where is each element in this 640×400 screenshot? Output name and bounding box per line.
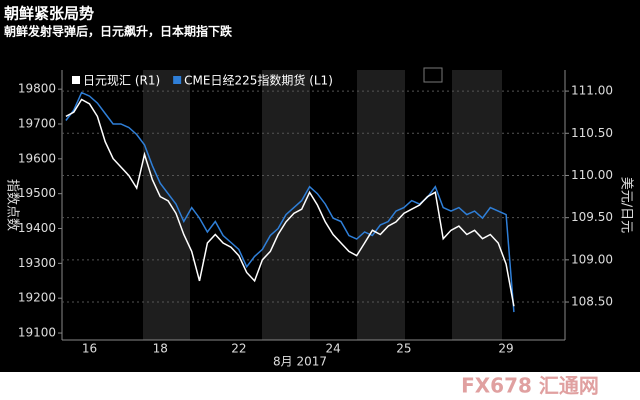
- series-line: [65, 91, 515, 313]
- legend-label: 日元现汇 (R1): [83, 74, 160, 88]
- x-tick-label: 16: [82, 342, 97, 356]
- x-tick-label: 25: [396, 342, 411, 356]
- y2-tick-label: 110.00: [571, 168, 613, 182]
- legend-swatch: [173, 76, 182, 84]
- legend-label: CME日经225指数期货 (L1): [184, 73, 333, 88]
- background: [0, 0, 640, 372]
- legend-swatch: [72, 76, 80, 84]
- x-tick-label: 22: [231, 342, 246, 356]
- y2-axis-label: 美元/日元: [619, 177, 634, 233]
- y-axis-label: 指数点数: [5, 179, 20, 231]
- y2-tick-label: 110.50: [571, 126, 613, 140]
- y-tick-label: 19500: [18, 186, 56, 200]
- y-tick-label: 19800: [18, 82, 56, 96]
- series-line: [65, 98, 515, 307]
- y-tick-label: 19700: [18, 117, 56, 131]
- y-tick-label: 19100: [18, 326, 56, 340]
- y2-tick-label: 111.00: [571, 84, 613, 98]
- x-tick-label: 24: [326, 342, 341, 356]
- session-band: [143, 70, 190, 340]
- y-tick-label: 19400: [18, 221, 56, 235]
- y-tick-label: 19300: [18, 256, 56, 270]
- y2-tick-label: 108.50: [571, 295, 613, 309]
- chart-icon[interactable]: [423, 67, 443, 83]
- watermark: FX678 汇通网: [461, 374, 599, 398]
- y2-tick-label: 109.00: [571, 252, 613, 266]
- y-tick-label: 19200: [18, 291, 56, 305]
- session-band: [357, 70, 405, 340]
- x-tick-label: 29: [498, 342, 513, 356]
- chart-subtitle: 朝鲜发射导弹后，日元飙升，日本期指下跌: [4, 24, 233, 39]
- chart-title: 朝鲜紧张局势: [4, 5, 94, 23]
- y2-tick-label: 109.50: [571, 210, 613, 224]
- x-tick-label: 18: [153, 342, 168, 356]
- y-tick-label: 19600: [18, 151, 56, 165]
- x-axis-label: 8月 2017: [273, 355, 327, 369]
- session-band: [452, 70, 502, 340]
- session-band: [262, 70, 310, 340]
